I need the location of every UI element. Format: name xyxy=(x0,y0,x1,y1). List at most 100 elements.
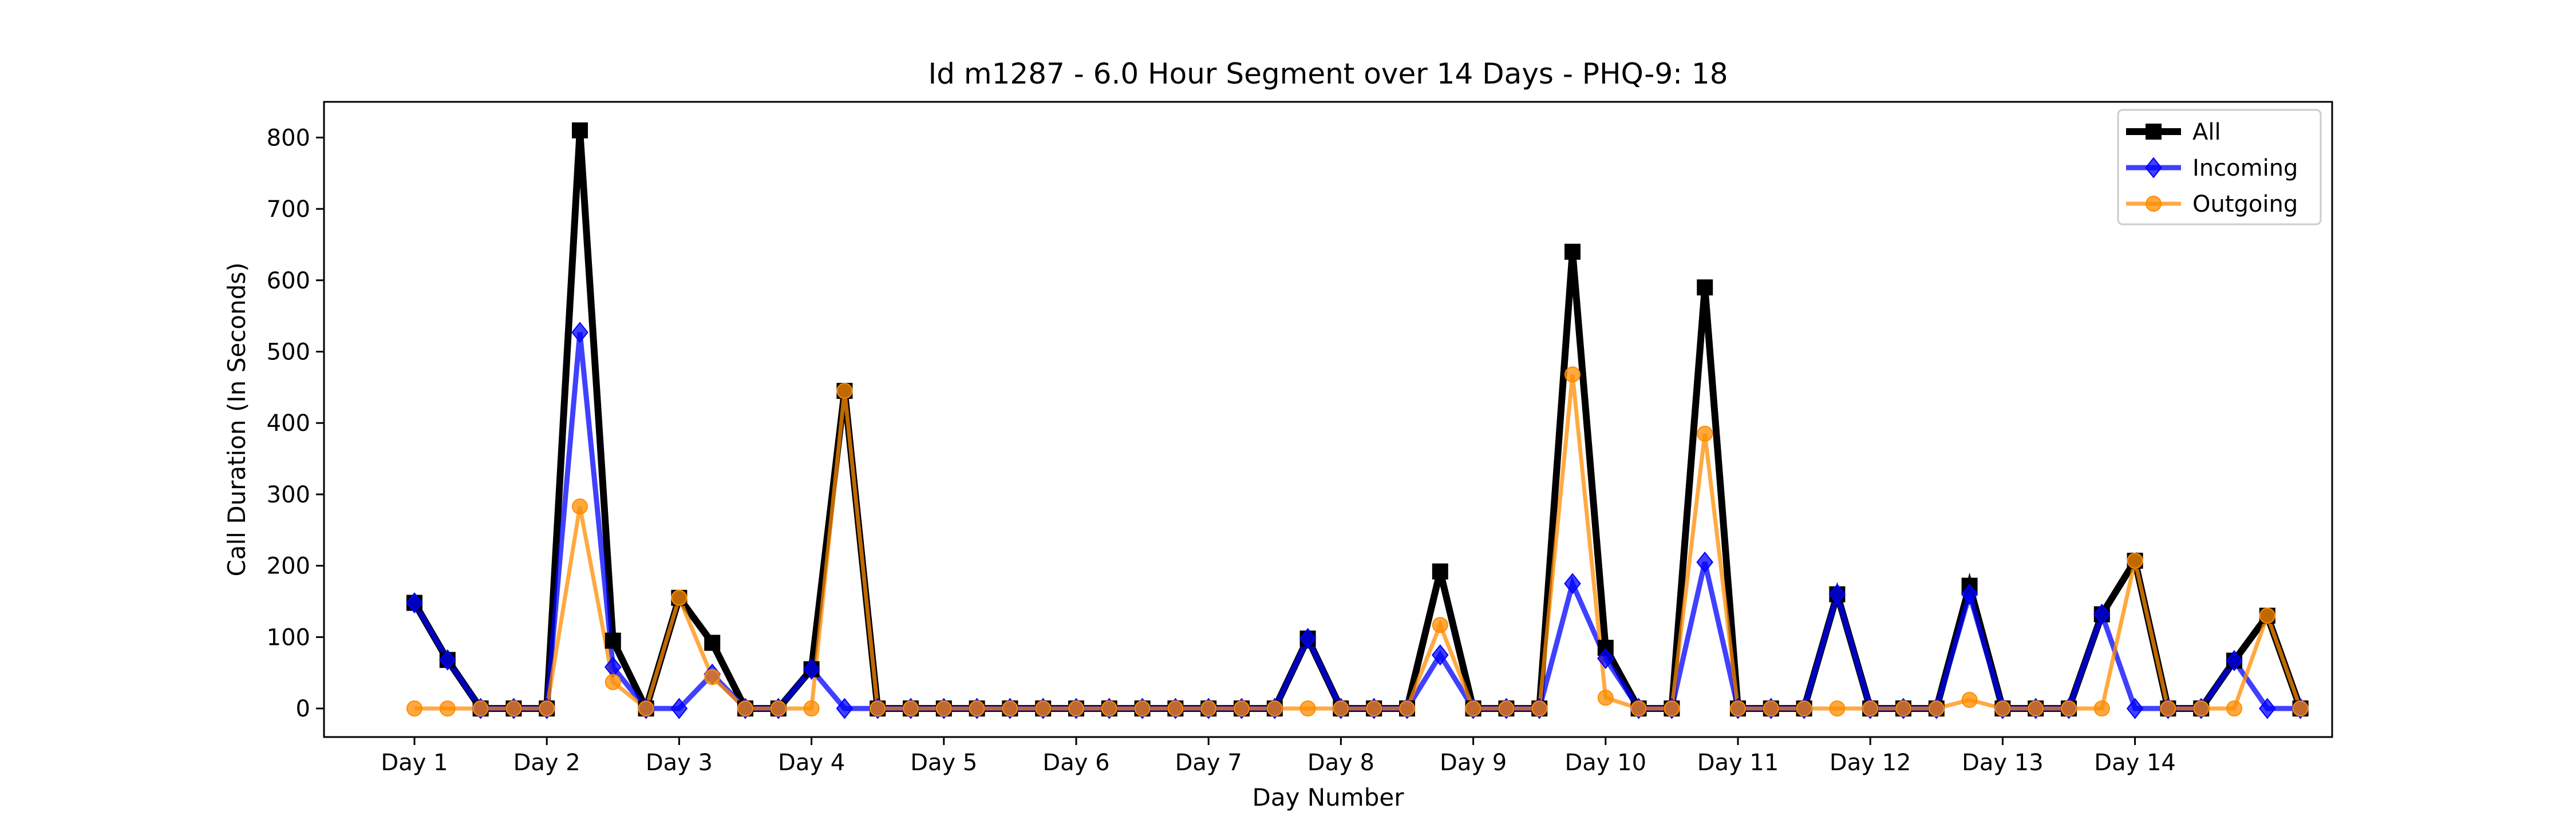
data-point-outgoing xyxy=(1101,700,1117,717)
data-point-outgoing xyxy=(1531,700,1548,717)
data-point-outgoing xyxy=(2292,700,2309,717)
data-point-outgoing xyxy=(1068,700,1084,717)
data-point-incoming xyxy=(836,698,854,719)
chart-legend: All Incoming Outgoing xyxy=(2117,109,2322,225)
legend-label-all: All xyxy=(2192,119,2221,145)
data-point-outgoing xyxy=(1630,700,1647,717)
data-point-outgoing xyxy=(935,700,952,717)
data-point-incoming xyxy=(670,698,688,719)
data-point-outgoing xyxy=(836,383,853,399)
x-tick-label: Day 12 xyxy=(1830,750,1911,776)
data-point-all xyxy=(1564,243,1581,260)
data-point-incoming xyxy=(1828,584,1846,605)
data-point-outgoing xyxy=(1432,617,1448,633)
legend-box xyxy=(2117,109,2322,225)
data-point-incoming xyxy=(1696,551,1714,573)
data-point-outgoing xyxy=(505,700,522,717)
data-point-outgoing xyxy=(638,700,654,717)
series-line-outgoing xyxy=(414,374,2302,712)
data-point-incoming xyxy=(1431,644,1449,666)
data-point-outgoing xyxy=(1697,425,1713,442)
x-tick-label: Day 7 xyxy=(1175,750,1242,776)
data-point-outgoing xyxy=(1366,700,1382,717)
y-tick-label: 100 xyxy=(267,624,310,651)
x-axis: Day 1 Day 2 Day 3 Day 4 Day 5 Day 6 Day 7 Day 8… xyxy=(381,737,2176,776)
data-point-outgoing xyxy=(1167,700,1184,717)
x-tick-label: Day 3 xyxy=(646,750,713,776)
x-tick-label: Day 9 xyxy=(1440,750,1507,776)
y-axis-title: Call Duration (In Seconds) xyxy=(223,262,251,576)
y-tick-label: 700 xyxy=(267,196,310,223)
x-tick-label: Day 5 xyxy=(910,750,977,776)
data-point-all xyxy=(572,122,588,138)
y-tick-label: 300 xyxy=(267,482,310,508)
legend-marker-all xyxy=(2146,124,2162,140)
y-axis: 0 100 200 300 400 500 600 700 800 xyxy=(267,125,324,722)
x-tick-label: Day 11 xyxy=(1697,750,1779,776)
series-points-incoming xyxy=(406,322,2309,719)
x-axis-title: Day Number xyxy=(1252,783,1404,811)
legend-item-incoming: Incoming xyxy=(2126,155,2298,181)
data-point-all xyxy=(1432,563,1448,580)
y-tick-label: 800 xyxy=(267,125,310,151)
data-point-outgoing xyxy=(2160,700,2176,717)
data-point-outgoing xyxy=(1465,700,1481,717)
data-point-incoming xyxy=(1299,628,1317,649)
data-point-outgoing xyxy=(1664,700,1680,717)
legend-marker-outgoing xyxy=(2146,196,2162,212)
x-tick-label: Day 2 xyxy=(513,750,580,776)
data-point-outgoing xyxy=(1796,700,1812,717)
data-point-outgoing xyxy=(1829,700,1846,717)
data-point-outgoing xyxy=(1234,700,1250,717)
data-point-outgoing xyxy=(770,700,787,717)
x-tick-label: Day 10 xyxy=(1564,750,1646,776)
x-tick-label: Day 13 xyxy=(1962,750,2044,776)
data-point-outgoing xyxy=(1498,700,1515,717)
data-point-outgoing xyxy=(1134,700,1151,717)
data-point-outgoing xyxy=(1333,700,1349,717)
x-tick-label: Day 6 xyxy=(1042,750,1109,776)
y-tick-label: 400 xyxy=(267,410,310,437)
legend-label-outgoing: Outgoing xyxy=(2192,191,2298,217)
data-point-incoming xyxy=(2226,650,2243,672)
data-point-outgoing xyxy=(572,498,588,515)
data-point-outgoing xyxy=(671,589,688,606)
y-tick-label: 200 xyxy=(267,553,310,580)
series-points-outgoing xyxy=(406,366,2309,717)
data-point-incoming xyxy=(1597,648,1614,670)
data-point-outgoing xyxy=(1266,700,1283,717)
data-point-incoming xyxy=(571,322,588,343)
data-point-outgoing xyxy=(605,674,621,690)
series-markers xyxy=(406,122,2309,719)
data-point-outgoing xyxy=(1961,692,1978,708)
data-point-outgoing xyxy=(2193,700,2210,717)
data-point-outgoing xyxy=(1895,700,1911,717)
data-point-outgoing xyxy=(1299,700,1316,717)
chart-title: Id m1287 - 6.0 Hour Segment over 14 Days… xyxy=(928,57,1728,90)
data-point-outgoing xyxy=(2028,700,2044,717)
plot-frame xyxy=(323,101,2333,738)
data-point-outgoing xyxy=(1763,700,1779,717)
data-point-outgoing xyxy=(1928,700,1945,717)
data-point-all xyxy=(1697,279,1713,296)
data-point-outgoing xyxy=(1564,366,1581,383)
data-point-outgoing xyxy=(1200,700,1217,717)
data-point-outgoing xyxy=(1002,700,1018,717)
data-point-all xyxy=(605,632,621,649)
y-tick-label: 0 xyxy=(296,696,310,722)
data-point-outgoing xyxy=(472,700,489,717)
data-point-outgoing xyxy=(870,700,886,717)
data-point-outgoing xyxy=(2259,607,2275,624)
data-point-incoming xyxy=(803,659,820,680)
data-point-outgoing xyxy=(1035,700,1052,717)
data-point-outgoing xyxy=(2061,700,2077,717)
data-point-outgoing xyxy=(1399,700,1415,717)
legend-marker-incoming xyxy=(2145,157,2162,179)
data-point-incoming xyxy=(2126,698,2144,719)
data-point-outgoing xyxy=(704,669,721,686)
data-point-outgoing xyxy=(2093,700,2110,717)
data-point-outgoing xyxy=(969,700,985,717)
data-point-outgoing xyxy=(1862,700,1879,717)
data-point-incoming xyxy=(1961,584,1978,605)
